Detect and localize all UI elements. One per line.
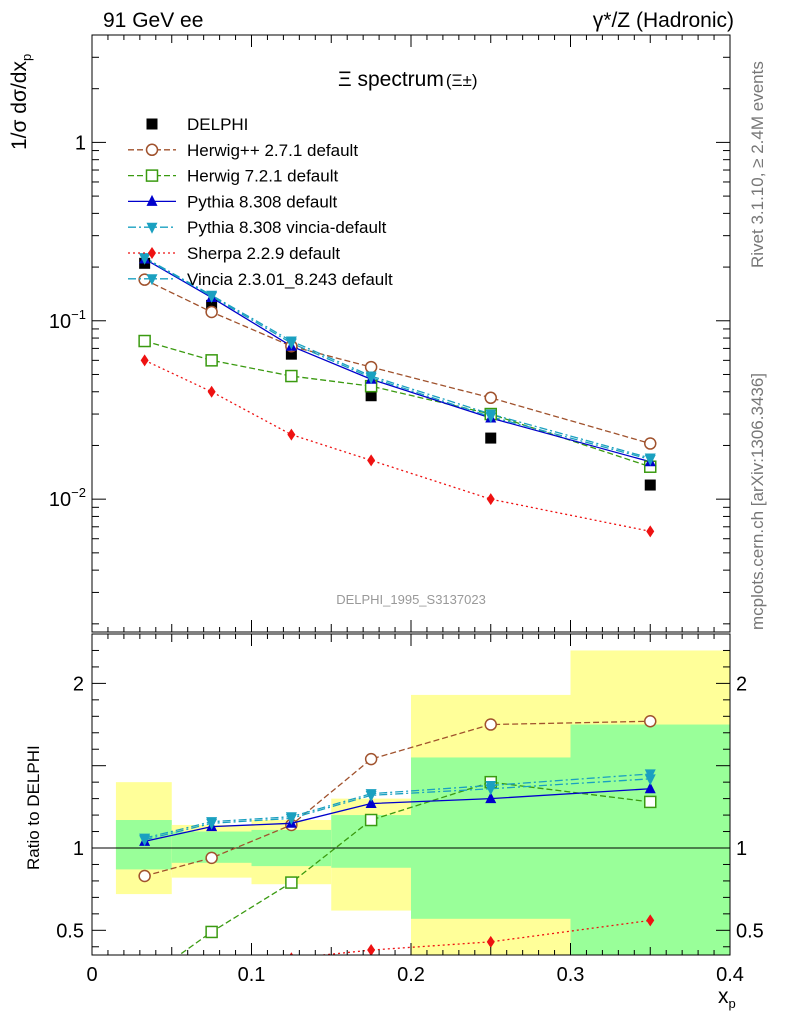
legend-marker-0 [146,118,158,130]
top-point-2-1 [205,354,218,367]
top-point-6-5 [644,454,656,466]
top-point-5-4 [486,493,495,506]
ratio-point-0-3 [364,752,378,766]
ratio-series-line-2 [144,788,651,843]
ratio-point-2-5 [644,782,656,794]
top-series-line-3 [144,258,651,463]
legend-label-4: Pythia 8.308 vincia-default [187,218,387,237]
legend-label-5: Sherpa 2.2.9 default [187,244,340,263]
ratio-point-4-0 [141,969,149,981]
top-point-0-5 [644,479,656,491]
ratio-point-4-2 [289,952,294,955]
ratio-point-0-0 [138,869,151,883]
legend-label-2: Herwig 7.2.1 default [187,167,338,186]
top-point-5-5 [646,525,655,538]
top-point-0-4 [485,432,497,444]
x-tick-label-0: 0 [86,964,97,986]
top-point-5-1 [207,385,216,398]
bottom-y-tick-label-left-0: 0.5 [56,920,84,942]
top-point-1-4 [484,391,497,405]
legend-label-6: Vincia 2.3.01_8.243 default [187,270,393,289]
ratio-point-5-1 [206,818,218,830]
top-series-line-5 [144,359,651,532]
bottom-y-axis-label: Ratio to DELPHI [24,745,43,870]
legend-label-3: Pythia 8.308 default [187,192,338,211]
x-tick-label-4: 0.4 [716,964,744,986]
top-series-line-4 [144,257,651,459]
ratio-point-1-3 [364,813,378,827]
legend-marker-4 [146,222,158,234]
x-tick-label-2: 0.2 [397,964,425,986]
analysis-watermark: DELPHI_1995_S3137023 [336,592,486,607]
ratio-point-4-4 [486,935,495,948]
top-series-line-1 [144,279,651,445]
top-series-line-2 [144,340,651,468]
bottom-y-tick-label-right-2: 2 [736,673,747,695]
ratio-series-line-0 [144,720,651,877]
top-point-0-3 [365,390,377,402]
bottom-y-tick-label-right-0: 0.5 [736,920,764,942]
ratio-point-1-0 [139,974,150,985]
top-point-6-4 [485,412,497,424]
ratio-point-2-3 [365,797,377,809]
top-point-2-2 [285,369,298,383]
ratio-point-5-4 [485,784,497,796]
top-point-6-0 [139,253,151,265]
ratio-point-0-4 [484,718,497,731]
top-y-tick-label-2: 1 [75,132,86,154]
top-y-tick-label-0: 10−2 [49,485,86,511]
legend-marker-2 [145,169,159,182]
ratio-series-line-1 [178,781,651,955]
ratio-point-5-2 [285,813,297,825]
ratio-point-4-5 [646,914,655,927]
top-point-2-0 [138,334,151,348]
ratio-point-1-5 [644,795,657,809]
mcplots-label: mcplots.cern.ch [arXiv:1306.3436] [748,372,767,630]
ratio-point-5-0 [139,835,151,847]
top-point-5-2 [287,428,296,441]
bottom-y-tick-label-left-2: 2 [73,673,84,695]
legend-label-1: Herwig++ 2.7.1 default [187,141,358,160]
ratio-point-1-2 [285,876,298,889]
ratio-point-5-3 [365,790,377,802]
top-point-1-3 [364,360,378,374]
ratio-point-0-5 [644,714,657,728]
ratio-point-4-3 [367,944,376,955]
x-tick-label-3: 0.3 [557,964,585,986]
x-tick-label-1: 0.1 [238,964,266,986]
top-point-6-1 [206,291,218,303]
header-right: γ*/Z (Hadronic) [592,9,734,32]
legend-marker-6 [146,274,158,286]
ratio-point-2-4 [485,792,497,804]
top-point-1-5 [644,437,657,450]
legend-label-0: DELPHI [187,115,248,134]
top-point-6-2 [285,338,297,350]
top-point-5-0 [140,354,149,367]
ratio-point-1-1 [205,925,218,939]
top-point-6-3 [365,373,377,385]
bottom-y-tick-label-left-1: 1 [73,838,84,860]
chart-title: Ξ spectrum (Ξ±) [338,68,478,91]
x-axis-label: xp [718,985,736,1012]
bottom-y-tick-label-right-1: 1 [736,838,747,860]
top-y-tick-label-1: 10−1 [49,307,86,333]
ratio-point-4-1 [208,956,216,968]
ratio-point-5-5 [644,774,656,786]
top-point-0-2 [285,348,297,360]
top-point-0-1 [206,299,218,311]
top-y-axis-label: 1/σ dσ/dxp [8,53,35,150]
ratio-point-0-1 [205,851,218,865]
legend-marker-5 [148,247,156,259]
top-point-5-3 [367,454,376,467]
legend-marker-1 [145,143,159,157]
top-point-1-1 [205,305,218,319]
top-series-line-6 [144,257,651,461]
rivet-label: Rivet 3.1.10, ≥ 2.4M events [748,61,767,268]
header-left: 91 GeV ee [103,9,204,32]
legend-marker-3 [146,194,158,206]
